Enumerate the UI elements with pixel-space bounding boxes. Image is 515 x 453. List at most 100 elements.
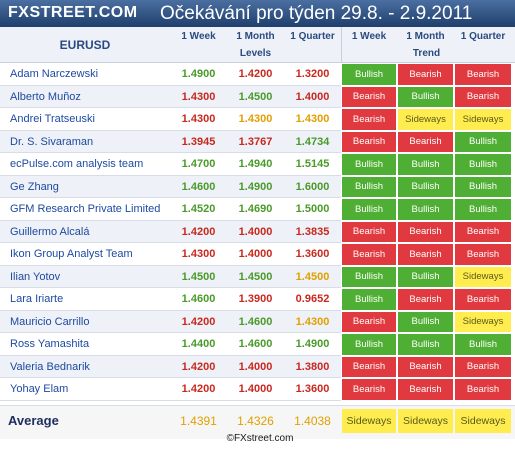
column-header-1: 1 Month: [236, 30, 275, 42]
analyst-name: Ross Yamashita: [10, 338, 90, 351]
row-divider: [0, 129, 341, 131]
trend-badge: Bearish: [342, 244, 396, 265]
column-header-5: 1 Quarter: [460, 30, 506, 42]
level-value: 1.3600: [295, 248, 330, 261]
trend-badge: Bullish: [398, 311, 453, 332]
trend-badge: Bullish: [455, 131, 511, 152]
row-divider: [0, 377, 341, 378]
trend-badge: Bearish: [455, 356, 511, 377]
level-value: 1.4200: [238, 68, 273, 81]
level-value: 1.4300: [238, 113, 273, 126]
level-value: 1.4400: [181, 338, 216, 351]
level-value: 1.4500: [295, 270, 330, 283]
level-value: 1.4000: [238, 383, 273, 396]
level-value: 1.3900: [238, 293, 273, 306]
trend-badge: Bearish: [455, 64, 511, 85]
level-value: 1.6000: [295, 180, 330, 193]
analyst-name: GFM Research Private Limited: [10, 203, 161, 216]
trend-badge: Bullish: [342, 64, 396, 85]
trend-badge: Bearish: [455, 379, 511, 400]
level-value: 1.4000: [238, 360, 273, 373]
column-header-4: 1 Month: [406, 30, 445, 42]
row-divider: [0, 197, 341, 198]
trend-badge: Bearish: [342, 379, 396, 400]
trend-badge: Bullish: [342, 289, 396, 310]
average-trend-badge: Sideways: [398, 408, 453, 433]
level-value: 1.5000: [295, 203, 330, 216]
table-row: [0, 153, 341, 176]
level-value: 1.4300: [181, 90, 216, 103]
trend-badge: Bullish: [455, 176, 511, 197]
level-value: 1.4600: [238, 338, 273, 351]
table-row: [0, 265, 341, 288]
level-value: 1.5145: [295, 158, 330, 171]
level-value: 1.4000: [238, 225, 273, 238]
level-value: 1.4734: [295, 135, 330, 148]
trend-badge: Sideways: [455, 311, 511, 332]
level-value: 1.4200: [181, 383, 216, 396]
level-value: 1.4900: [295, 338, 330, 351]
row-divider: [0, 399, 341, 401]
copyright-footer: ©FXstreet.com: [226, 433, 294, 444]
table-row: [0, 378, 341, 401]
row-divider: [0, 242, 341, 243]
trend-badge: Bearish: [398, 379, 453, 400]
level-value: 1.4300: [181, 113, 216, 126]
table-row: [0, 198, 341, 221]
trend-badge: Bearish: [398, 244, 453, 265]
analyst-name: Lara Iriarte: [10, 293, 64, 306]
average-label: Average: [8, 413, 59, 428]
analyst-name: Ikon Group Analyst Team: [10, 248, 133, 261]
table-row: [0, 175, 341, 198]
analyst-name: Ilian Yotov: [10, 270, 61, 283]
level-value: 1.3767: [238, 135, 273, 148]
column-header-0: 1 Week: [181, 30, 216, 42]
trend-badge: Bearish: [342, 86, 396, 107]
trend-badge: Bearish: [398, 221, 453, 242]
trend-badge: Sideways: [455, 266, 511, 287]
analyst-name: ecPulse.com analysis team: [10, 158, 144, 171]
row-divider: [0, 84, 341, 86]
level-value: 1.4300: [181, 248, 216, 261]
trend-badge: Bullish: [342, 199, 396, 220]
trend-badge: Bearish: [342, 311, 396, 332]
trend-badge: Bullish: [398, 86, 453, 107]
trend-badge: Bullish: [398, 266, 453, 287]
level-value: 1.4600: [238, 315, 273, 328]
analyst-name: Mauricio Carrillo: [10, 315, 90, 328]
trend-badge: Bearish: [342, 356, 396, 377]
analyst-name: Andrei Tratseuski: [10, 113, 95, 126]
trend-badge: Bullish: [398, 199, 453, 220]
level-value: 1.3800: [295, 360, 330, 373]
analyst-name: Dr. S. Sivaraman: [10, 135, 94, 148]
group-levels-label: Levels: [239, 47, 272, 59]
row-divider: [0, 174, 341, 176]
page-title: Očekávání pro týden 29.8. - 2.9.2011: [160, 3, 473, 24]
analyst-name: Guillermo Alcalá: [10, 225, 90, 238]
trend-badge: Bearish: [455, 244, 511, 265]
level-value: 1.4940: [238, 158, 273, 171]
level-value: 1.4500: [181, 270, 216, 283]
trend-badge: Bullish: [342, 266, 396, 287]
level-value: 1.4900: [181, 68, 216, 81]
title-bar: FXSTREET.COM Očekávání pro týden 29.8. -…: [0, 0, 515, 27]
level-value: 1.3835: [295, 225, 330, 238]
trend-badge: Bearish: [342, 221, 396, 242]
table-row: [0, 108, 341, 131]
table-row: [0, 85, 341, 108]
row-divider: [0, 264, 341, 266]
column-header-3: 1 Week: [351, 30, 387, 42]
average-trend-badge: Sideways: [455, 408, 511, 433]
group-trend-label: Trend: [412, 47, 441, 59]
analyst-name: Alberto Muñoz: [10, 90, 81, 103]
trend-badge: Bullish: [455, 334, 511, 355]
level-value: 1.4900: [238, 180, 273, 193]
level-value: 1.4690: [238, 203, 273, 216]
row-divider: [0, 309, 341, 311]
trend-badge: Bearish: [398, 131, 453, 152]
table-row: [0, 333, 341, 356]
pair-label: EURUSD: [59, 38, 111, 52]
level-value: 1.4520: [181, 203, 216, 216]
average-trend-badge: Sideways: [342, 408, 396, 433]
trend-badge: Bearish: [398, 64, 453, 85]
